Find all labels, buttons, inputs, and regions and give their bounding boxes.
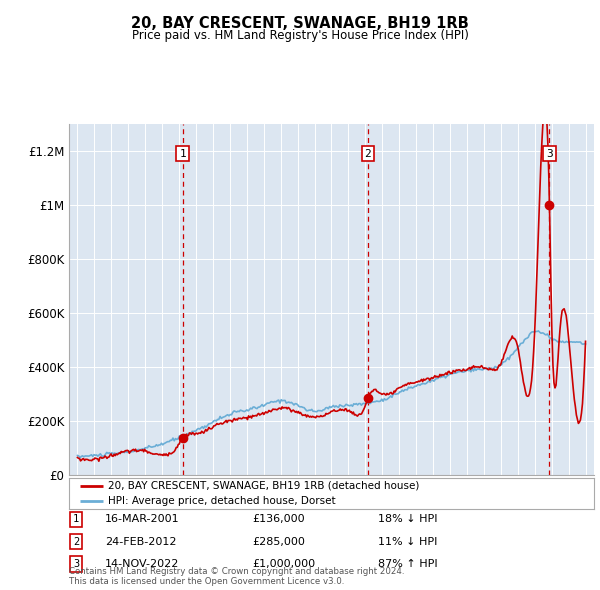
Text: 3: 3: [546, 149, 553, 159]
Text: Price paid vs. HM Land Registry's House Price Index (HPI): Price paid vs. HM Land Registry's House …: [131, 29, 469, 42]
Text: 14-NOV-2022: 14-NOV-2022: [105, 559, 179, 569]
Text: 2: 2: [73, 537, 79, 546]
Text: HPI: Average price, detached house, Dorset: HPI: Average price, detached house, Dors…: [109, 496, 336, 506]
Text: 24-FEB-2012: 24-FEB-2012: [105, 537, 176, 546]
Text: 11% ↓ HPI: 11% ↓ HPI: [378, 537, 437, 546]
Text: £136,000: £136,000: [252, 514, 305, 524]
Text: 87% ↑ HPI: 87% ↑ HPI: [378, 559, 437, 569]
Text: 18% ↓ HPI: 18% ↓ HPI: [378, 514, 437, 524]
Text: 2: 2: [364, 149, 371, 159]
Text: £1,000,000: £1,000,000: [252, 559, 315, 569]
Text: 3: 3: [73, 559, 79, 569]
Text: £285,000: £285,000: [252, 537, 305, 546]
Text: 20, BAY CRESCENT, SWANAGE, BH19 1RB: 20, BAY CRESCENT, SWANAGE, BH19 1RB: [131, 16, 469, 31]
Text: 20, BAY CRESCENT, SWANAGE, BH19 1RB (detached house): 20, BAY CRESCENT, SWANAGE, BH19 1RB (det…: [109, 481, 420, 490]
Text: Contains HM Land Registry data © Crown copyright and database right 2024.
This d: Contains HM Land Registry data © Crown c…: [69, 567, 404, 586]
Text: 1: 1: [179, 149, 186, 159]
Text: 1: 1: [73, 514, 79, 524]
Text: 16-MAR-2001: 16-MAR-2001: [105, 514, 179, 524]
